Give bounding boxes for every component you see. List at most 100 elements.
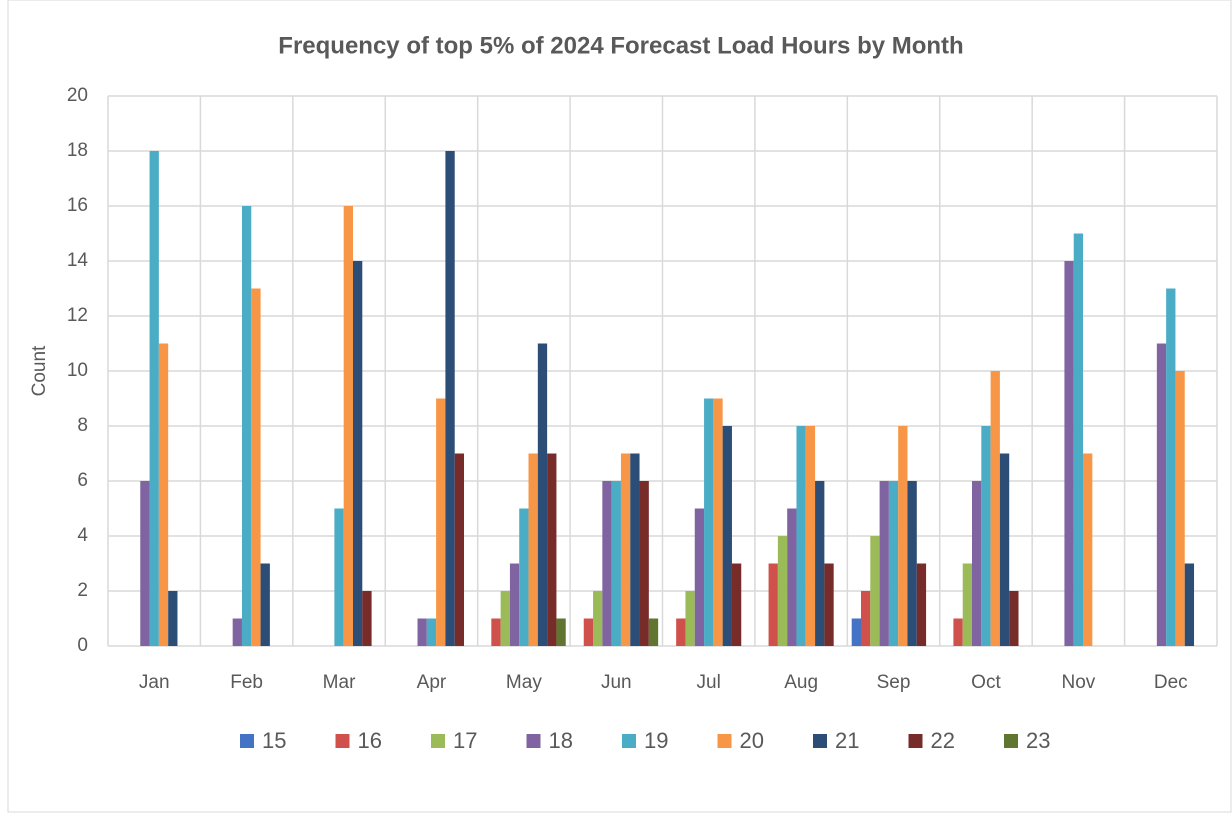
bar [722,426,732,646]
bar [611,481,621,646]
bar [1083,453,1093,646]
bar [713,398,723,646]
bar [509,563,520,646]
bar [241,206,252,646]
y-tick-label: 16 [67,195,88,216]
bar [547,453,557,646]
y-tick-label: 8 [77,415,88,436]
x-tick-label: Nov [1061,672,1095,693]
bar [140,481,150,646]
x-tick-label: Sep [877,672,911,693]
bar [158,343,169,646]
bar [999,453,1010,646]
y-tick-label: 14 [67,250,89,271]
x-tick-label: Oct [971,672,1001,693]
bar [620,453,631,646]
y-axis-label: Count [29,345,50,396]
legend-swatch [908,734,923,748]
legend-swatch [431,734,445,748]
y-tick-label: 10 [67,360,88,381]
y-tick-label: 20 [67,85,88,106]
bar [1073,233,1084,646]
bar [436,398,446,646]
bar [860,591,871,646]
legend-swatch [1004,734,1018,748]
bar [602,481,612,646]
legend-label: 22 [931,728,955,753]
bar [149,151,159,646]
bar [343,206,353,646]
y-tick-label: 12 [67,305,88,326]
bar [1064,261,1074,646]
bar [916,563,927,646]
bar [824,563,834,646]
legend-swatch [526,734,541,748]
legend-label: 19 [644,728,668,753]
x-tick-label: Jan [139,672,170,693]
bar [168,591,178,646]
bar [528,453,538,646]
bar [648,618,659,646]
bar [731,563,742,646]
bar [685,591,695,646]
y-tick-label: 18 [67,140,88,161]
bar [796,426,806,646]
bar [630,453,640,646]
bar [352,261,363,646]
bar [981,426,991,646]
x-tick-label: May [506,672,542,693]
legend-swatch [240,734,254,748]
bar [694,508,705,646]
bar [537,343,548,646]
x-tick-label: Feb [230,672,263,693]
bar [251,288,261,646]
bar [593,591,603,646]
x-tick-label: Mar [323,672,356,693]
bar [907,481,917,646]
bar [704,398,714,646]
legend-label: 15 [262,728,286,753]
bar [851,618,861,646]
bar [362,591,372,646]
bar [454,453,465,646]
legend-label: 16 [358,728,382,753]
y-tick-label: 0 [77,635,88,656]
legend-swatch [717,734,732,748]
bar [1184,563,1195,646]
bar [953,618,963,646]
bar [260,563,270,646]
legend-label: 23 [1026,728,1050,753]
chart-frame [7,0,1232,813]
bar [519,508,529,646]
bar [232,618,242,646]
y-tick-label: 6 [77,470,88,491]
bar [676,618,686,646]
bar [1009,591,1019,646]
bar [334,508,344,646]
legend-label: 20 [740,728,764,753]
y-tick-label: 4 [77,525,88,546]
x-tick-label: Jun [601,672,632,693]
x-tick-label: Dec [1154,672,1188,693]
bar [898,426,908,646]
bar [815,481,825,646]
legend-label: 21 [835,728,859,753]
bar [500,591,510,646]
bar [556,618,566,646]
bar [888,481,899,646]
bar [777,536,788,646]
chart-title: Frequency of top 5% of 2024 Forecast Loa… [278,32,963,59]
legend-label: 18 [549,728,573,753]
bar [879,481,889,646]
bar [1166,288,1176,646]
bar [805,426,816,646]
bar [870,536,880,646]
bar [1156,343,1167,646]
bar [583,618,594,646]
bar [1175,371,1185,646]
legend-label: 17 [453,728,477,753]
bar [639,481,649,646]
bar [972,481,982,646]
bar [417,618,427,646]
